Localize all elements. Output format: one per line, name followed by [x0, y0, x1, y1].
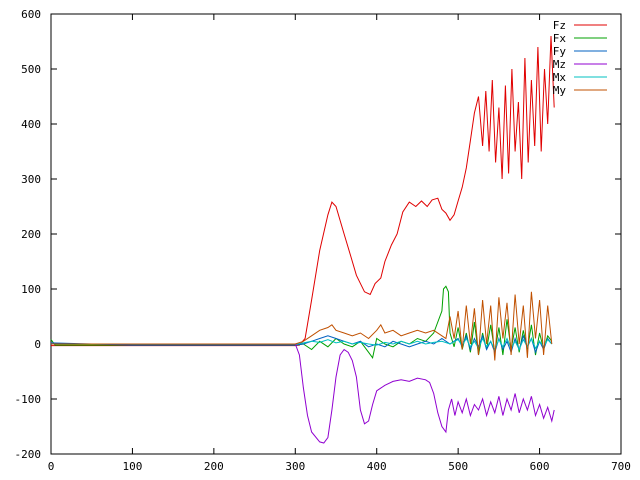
y-tick-label: 100	[21, 283, 41, 296]
y-tick-label: 600	[21, 8, 41, 21]
series-line-mx	[51, 337, 553, 351]
series-line-my	[51, 291, 553, 361]
series-line-fz	[51, 35, 555, 347]
x-tick-label: 100	[122, 460, 142, 473]
legend-label-fx: Fx	[553, 32, 567, 45]
x-tick-label: 700	[611, 460, 631, 473]
legend-label-my: My	[553, 84, 567, 97]
series-line-fx	[50, 285, 553, 360]
x-tick-label: 400	[367, 460, 387, 473]
y-tick-label: -200	[15, 448, 42, 461]
y-tick-label: -100	[15, 393, 42, 406]
legend-label-mz: Mz	[553, 58, 566, 71]
x-tick-label: 200	[204, 460, 224, 473]
y-tick-label: 300	[21, 173, 41, 186]
x-tick-label: 0	[48, 460, 55, 473]
x-tick-label: 600	[530, 460, 550, 473]
x-tick-label: 500	[448, 460, 468, 473]
x-tick-label: 300	[285, 460, 305, 473]
y-tick-label: 200	[21, 228, 41, 241]
plot-frame	[50, 13, 622, 455]
y-tick-label: 0	[34, 338, 41, 351]
series-line-mz	[51, 343, 555, 444]
y-tick-label: 400	[21, 118, 41, 131]
legend-label-mx: Mx	[553, 71, 567, 84]
axis-ticks: 0 100 200 300 400 500 600 700 -200 -100 0 100 200 300…	[15, 8, 631, 473]
legend-label-fy: Fy	[553, 45, 567, 58]
legend-label-fz: Fz	[553, 19, 566, 32]
series-lines	[50, 35, 555, 444]
y-tick-label: 500	[21, 63, 41, 76]
